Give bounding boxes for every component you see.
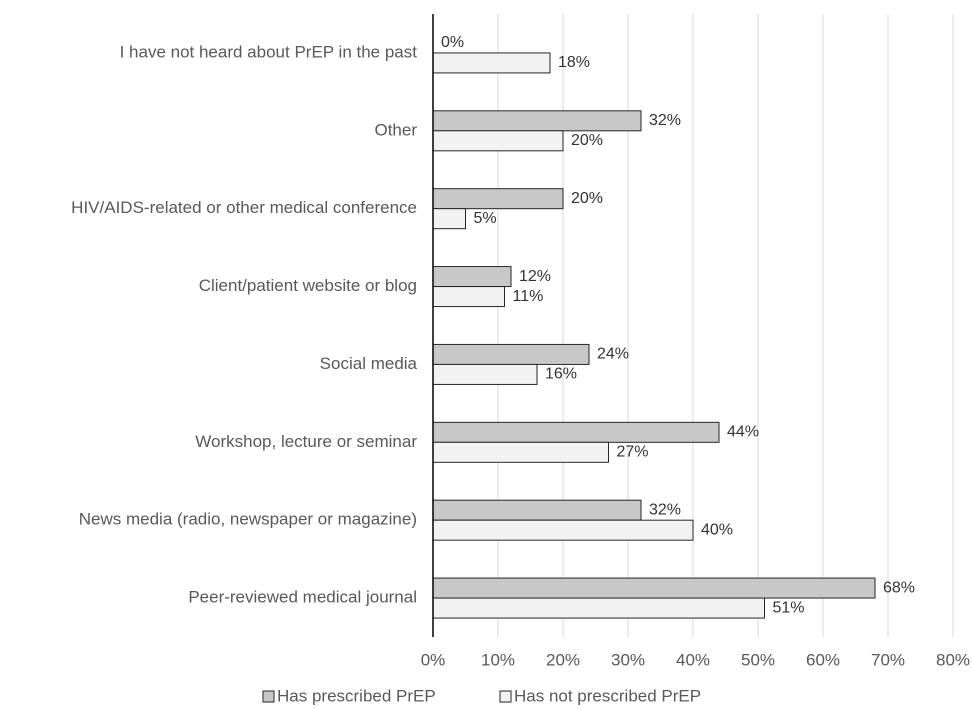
data-label: 20%: [571, 132, 603, 149]
bar: [432, 343, 590, 365]
x-tick-label: 20%: [546, 650, 580, 669]
data-label: 32%: [649, 112, 681, 129]
bar: [432, 441, 609, 463]
data-label: 16%: [545, 366, 577, 383]
bar: [432, 363, 538, 385]
x-tick-label: 70%: [871, 650, 905, 669]
data-label: 11%: [513, 288, 544, 305]
bar: [432, 577, 876, 599]
x-tick-label: 80%: [936, 650, 970, 669]
category-label: Other: [374, 120, 417, 139]
x-tick-label: 40%: [676, 650, 710, 669]
x-tick-label: 60%: [806, 650, 840, 669]
data-label: 51%: [773, 599, 805, 616]
data-label: 12%: [519, 268, 551, 285]
category-label: I have not heard about PrEP in the past: [120, 42, 418, 61]
legend-label: Has not prescribed PrEP: [514, 686, 701, 705]
category-label: HIV/AIDS-related or other medical confer…: [71, 198, 417, 217]
category-label: Workshop, lecture or seminar: [195, 432, 417, 451]
data-label: 40%: [701, 521, 733, 538]
bar: [432, 110, 642, 132]
x-tick-label: 50%: [741, 650, 775, 669]
bar: [432, 52, 551, 74]
bar: [432, 286, 505, 308]
bar: [432, 208, 466, 230]
data-label: 44%: [727, 424, 759, 441]
legend-swatch: [262, 690, 275, 703]
legend-swatch: [499, 690, 512, 703]
x-tick-label: 30%: [611, 650, 645, 669]
data-label: 32%: [649, 501, 681, 518]
category-label: Social media: [320, 354, 418, 373]
data-label: 5%: [474, 210, 497, 227]
data-label: 18%: [558, 54, 590, 71]
bar: [432, 499, 642, 521]
legend-label: Has prescribed PrEP: [277, 686, 436, 705]
category-label: News media (radio, newspaper or magazine…: [79, 510, 417, 529]
category-label: Peer-reviewed medical journal: [188, 588, 417, 607]
data-label: 27%: [617, 444, 649, 461]
x-tick-label: 10%: [481, 650, 515, 669]
data-label: 0%: [441, 34, 464, 51]
bar: [432, 130, 564, 152]
data-label: 24%: [597, 346, 629, 363]
category-label: Client/patient website or blog: [199, 276, 417, 295]
bar: [432, 519, 694, 541]
bar: [432, 266, 512, 288]
x-tick-label: 0%: [421, 650, 446, 669]
bar: [432, 188, 564, 210]
bar: [432, 421, 720, 443]
bar: [432, 597, 765, 619]
data-label: 20%: [571, 190, 603, 207]
data-label: 68%: [883, 579, 915, 596]
